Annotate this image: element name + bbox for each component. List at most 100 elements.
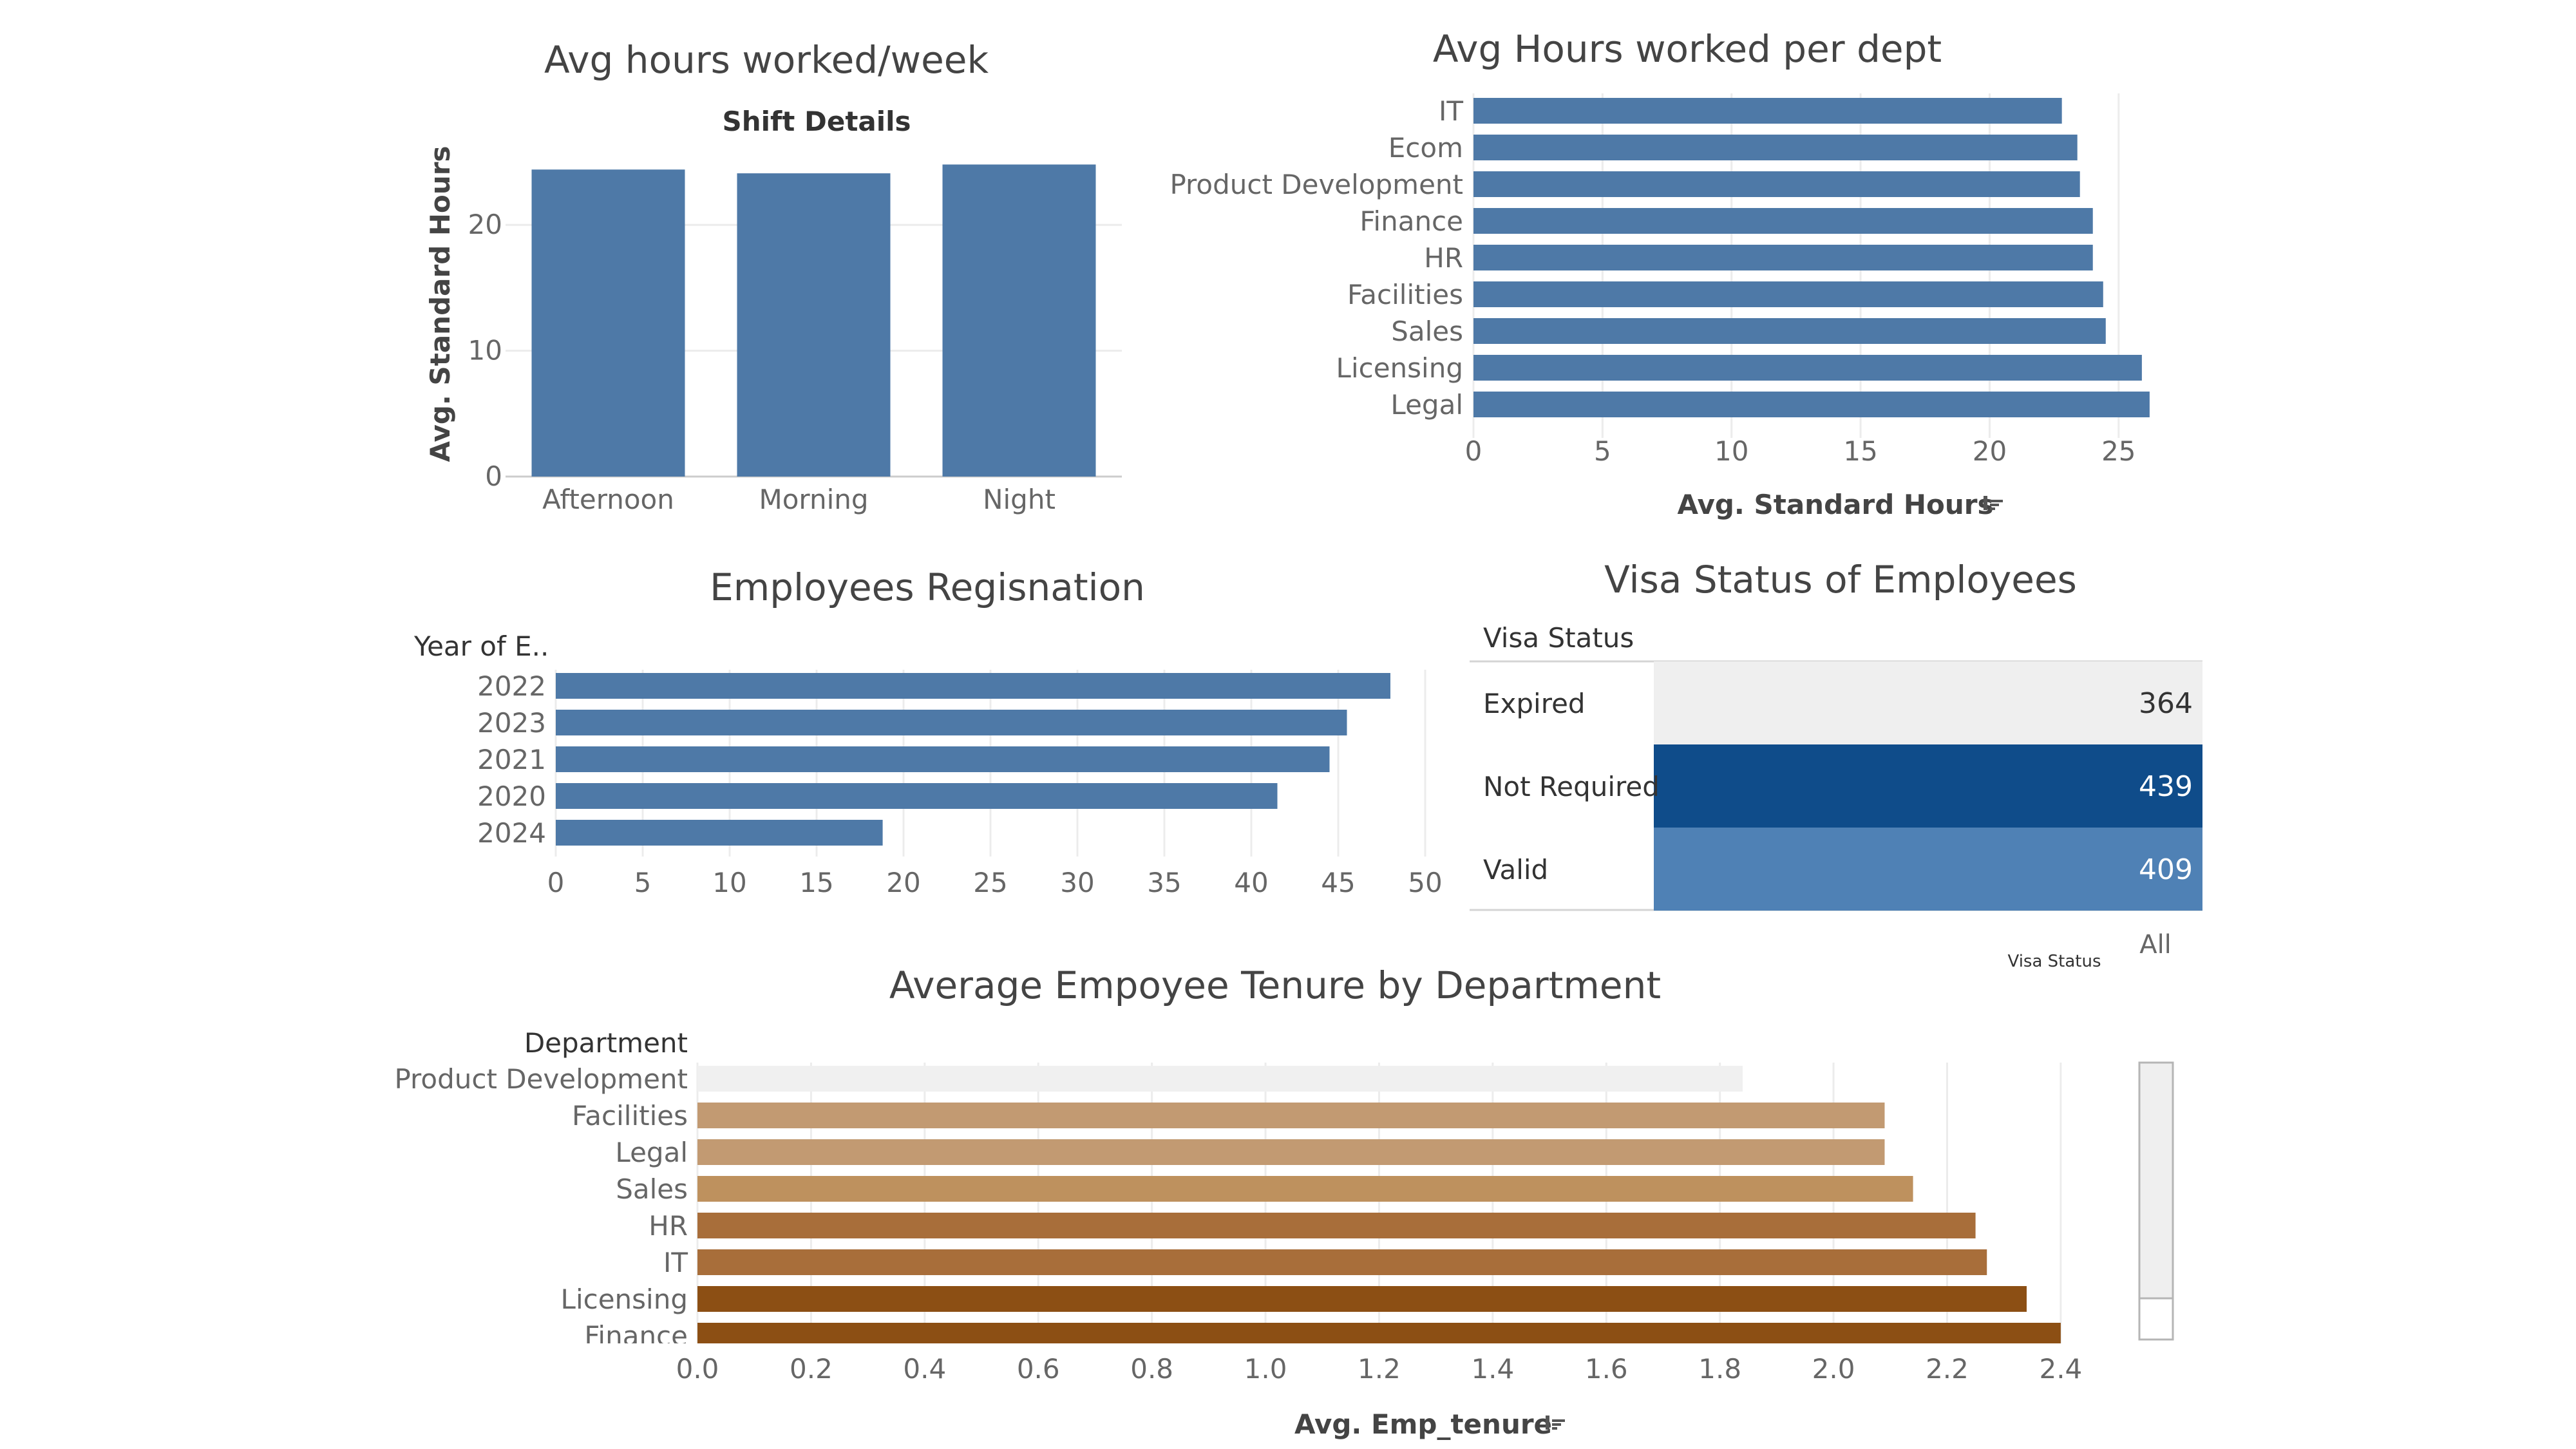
category-label: 2023 [477,707,546,739]
chart-title: Average Empoyee Tenure by Department [889,963,1661,1007]
x-tick-label: 2.2 [1926,1353,1969,1385]
bar[interactable] [531,169,685,477]
x-tick-label: 40 [1234,867,1268,898]
category-label: 2021 [477,744,546,775]
x-tick-label: 10 [712,867,746,898]
bar[interactable] [697,1286,2027,1312]
row-label: Not Required [1483,771,1660,802]
visa-status-table: Visa Status of Employees Visa Status Exp… [1470,558,2202,971]
row-header: Year of E.. [413,630,549,662]
category-label: Product Development [1170,169,1463,200]
bar[interactable] [1473,135,2078,160]
bar[interactable] [697,1323,2061,1349]
category-label: Sales [616,1173,688,1205]
row-label: Valid [1483,854,1548,886]
bar[interactable] [1473,208,2093,234]
bar[interactable] [1473,281,2103,307]
bar[interactable] [697,1176,1913,1202]
heatmap-cell[interactable] [1654,744,2202,828]
dept-hours-chart: Avg Hours worked per dept Avg. Standard … [1170,27,2150,520]
x-tick-label: 1.6 [1585,1353,1628,1385]
x-tick-label: 50 [1408,867,1442,898]
x-axis: 0.0 0.2 0.4 0.6 0.8 1.0 1.2 1.4 1.6 1.8 2.0 2.2 2.4 [676,1353,2083,1385]
chart-title: Employees Regisnation [710,565,1145,609]
bar[interactable] [1473,98,2062,124]
x-tick-label: 45 [1321,867,1355,898]
table-body: Expired 364 Not Required 439 Valid 409 [1483,661,2202,911]
legend-value: All [2139,930,2172,960]
category-label: Finance [584,1320,688,1352]
cell-value: 439 [2139,770,2193,803]
x-tick-label: 0.4 [903,1353,946,1385]
color-legend-scroller[interactable] [2138,1061,2174,1341]
bar[interactable] [697,1213,1976,1238]
category-label: Legal [615,1137,688,1168]
sort-descending-icon[interactable] [1546,1416,1565,1430]
category-label: Facilities [572,1100,688,1132]
x-tick-label: 15 [799,867,833,898]
x-tick-label: 0 [1465,435,1482,467]
chart-title: Visa Status of Employees [1604,558,2077,601]
bar[interactable] [942,164,1096,477]
x-tick-label: 30 [1060,867,1094,898]
category-label: Facilities [1347,279,1463,310]
x-axis-label: Avg. Emp_tenure [1294,1408,1552,1440]
x-tick-label: 5 [634,867,652,898]
x-tick-label: 1.4 [1471,1353,1514,1385]
category-label: Legal [1390,389,1463,421]
bar[interactable] [556,783,1278,809]
color-legend[interactable]: Visa Status All [2007,930,2171,971]
y-tick-label: 10 [468,335,502,366]
plot-area: 0 10 20 Afternoon Morning Night [468,164,1122,515]
x-tick-label: 0.6 [1017,1353,1060,1385]
bar[interactable] [1473,245,2093,270]
row-label: Expired [1483,688,1586,719]
bar[interactable] [556,820,883,846]
bar[interactable] [1473,355,2142,381]
x-tick-label: 20 [886,867,920,898]
sort-descending-icon[interactable] [1984,496,2003,510]
bar[interactable] [737,173,891,477]
x-tick-label: 1.0 [1244,1353,1287,1385]
heatmap-cell[interactable] [1654,661,2202,744]
bar[interactable] [697,1103,1885,1128]
category-label: Licensing [1336,352,1463,384]
plot-area: Product Development Facilities Legal Sales H… [394,1063,2062,1352]
tenure-chart: Average Empoyee Tenure by Department Dep… [394,963,2174,1440]
x-tick-label: 2.4 [2039,1353,2082,1385]
row-header: Visa Status [1483,622,1634,654]
x-tick-label: 5 [1594,435,1611,467]
category-label: Ecom [1388,132,1463,164]
bar[interactable] [556,746,1330,772]
bar[interactable] [697,1139,1885,1165]
x-tick-label: 2.0 [1812,1353,1855,1385]
legend-title: Visa Status [2007,952,2101,971]
scroll-thumb[interactable] [2138,1297,2174,1341]
x-tick-label: 0.0 [676,1353,719,1385]
bar[interactable] [556,710,1347,735]
cell-value: 409 [2139,853,2193,886]
bar[interactable] [1473,392,2150,417]
x-tick-label: Morning [759,484,868,515]
y-tick-label: 20 [468,209,502,240]
category-label: IT [663,1247,688,1278]
bar[interactable] [1473,318,2106,344]
heatmap-cell[interactable] [1654,828,2202,911]
x-tick-label: 10 [1714,435,1748,467]
category-label: HR [649,1210,688,1242]
bar[interactable] [556,673,1390,699]
bar[interactable] [697,1249,1987,1275]
cell-value: 364 [2139,687,2193,720]
row-header: Department [524,1027,688,1059]
x-tick-label: 25 [2101,435,2136,467]
x-axis-label: Avg. Standard Hours [1677,489,1993,520]
bar[interactable] [1473,171,2080,197]
x-tick-label: 1.8 [1698,1353,1741,1385]
x-tick-label: 0.2 [790,1353,833,1385]
category-label: Product Development [394,1063,688,1095]
bar[interactable] [697,1066,1743,1092]
chart-title: Avg Hours worked per dept [1433,27,1942,71]
category-label: IT [1439,95,1463,127]
shift-hours-chart: Avg hours worked/week Shift Details Avg.… [424,38,1122,515]
